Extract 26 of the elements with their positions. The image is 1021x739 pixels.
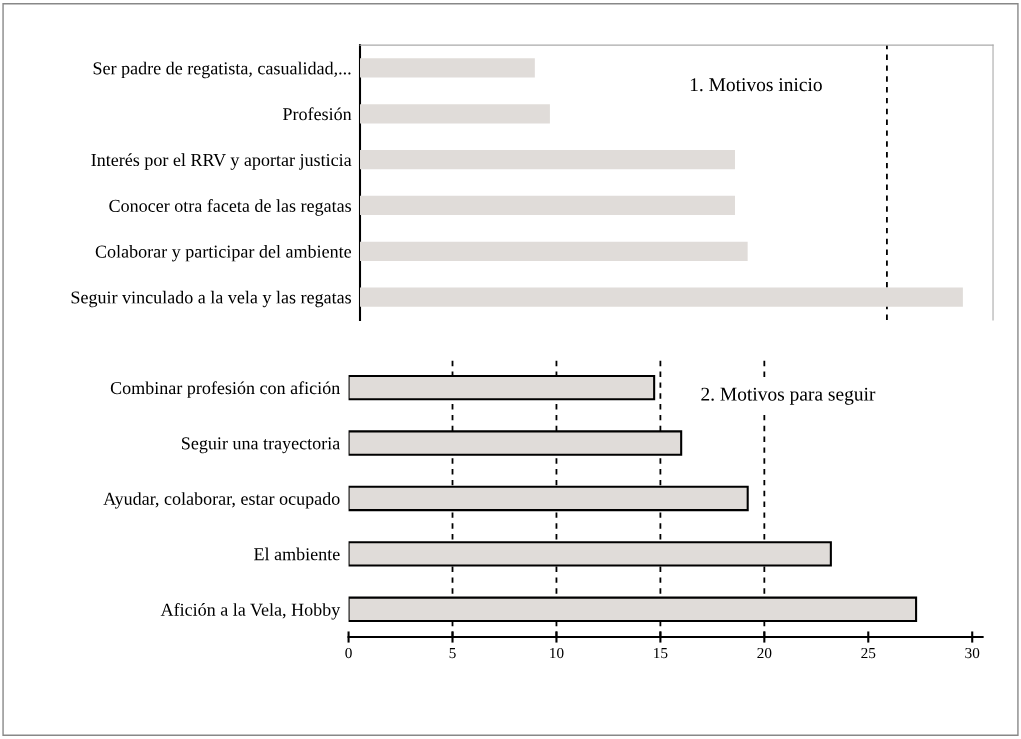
text: 1. Motivos inicio — [690, 78, 822, 92]
bar — [360, 58, 535, 78]
text: 2. Motivos para seguir — [701, 387, 876, 405]
bar — [360, 287, 963, 307]
x-tick-label: 15 — [654, 647, 668, 659]
y-tick-label: Ayudar, colaborar, estar ocupado — [103, 492, 340, 509]
x-tick-label: 20 — [757, 647, 772, 659]
x-tick-label: 10 — [550, 647, 564, 659]
x-tick-label: 5 — [449, 648, 456, 659]
y-tick-label: Seguir una trayectoria — [182, 437, 340, 454]
bar — [360, 104, 550, 124]
x-tick-label: 0 — [345, 647, 352, 659]
y-tick-label: Seguir vinculado a la vela y las regatas — [71, 290, 352, 308]
x-tick-label: 30 — [965, 647, 980, 659]
y-tick-label: Interés por el RRV y aportar justicia — [91, 153, 352, 170]
bar — [360, 195, 735, 216]
x-tick-label: 25 — [861, 647, 876, 659]
bar — [360, 241, 748, 261]
y-tick-label: Combinar profesión con afición — [110, 381, 340, 398]
y-tick-label: Profesión — [282, 107, 352, 121]
y-tick-label: Ser padre de regatista, casualidad,... — [93, 61, 351, 79]
bar — [360, 150, 735, 170]
y-tick-label: El ambiente — [254, 547, 340, 561]
y-tick-label: Conocer otra faceta de las regatas — [109, 199, 352, 216]
y-tick-label: Colaborar y participar del ambiente — [95, 245, 352, 262]
y-tick-label: Afición a la Vela, Hobby — [160, 602, 341, 620]
